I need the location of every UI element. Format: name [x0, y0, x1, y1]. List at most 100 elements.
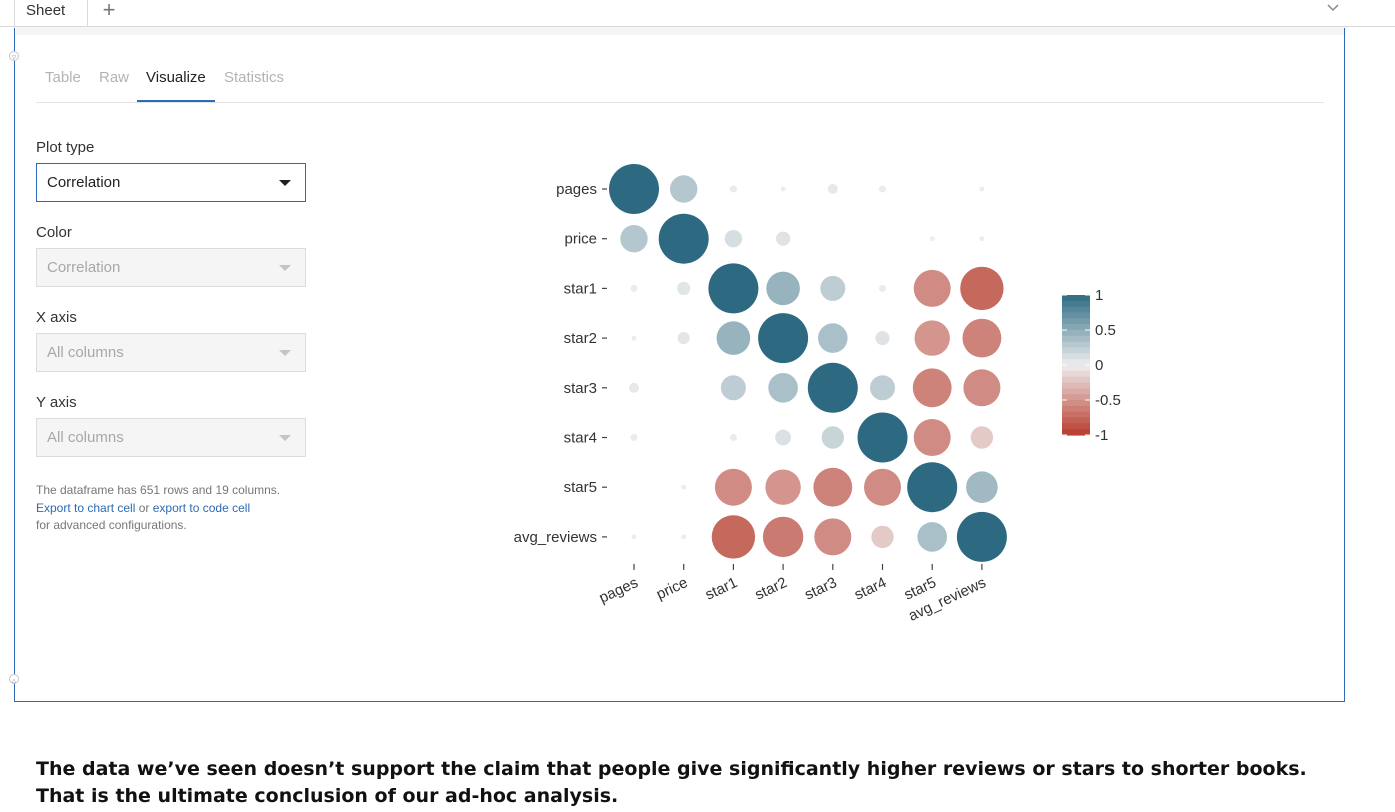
caret-down-icon	[279, 180, 291, 186]
legend-label: -0.5	[1095, 392, 1121, 409]
correlation-bubble	[620, 225, 648, 253]
legend-swatch	[1062, 394, 1090, 401]
legend-swatch	[1062, 347, 1090, 354]
correlation-bubble	[716, 321, 751, 355]
add-sheet-icon[interactable]: +	[102, 0, 116, 22]
correlation-bubble	[870, 375, 895, 401]
y-axis-select[interactable]: All columns	[36, 418, 306, 457]
correlation-bubble	[871, 525, 894, 549]
correlation-bubble	[776, 231, 791, 246]
chevron-down-icon[interactable]	[1326, 2, 1342, 16]
collapse-bottom-icon[interactable]: ▵	[9, 674, 19, 685]
y-tick-label: star1	[564, 280, 597, 297]
correlation-bubble	[970, 426, 994, 449]
conclusion-text: The data we’ve seen doesn’t support the …	[36, 758, 1307, 807]
dataframe-info: The dataframe has 651 rows and 19 column…	[36, 482, 326, 535]
correlation-bubble	[631, 335, 637, 341]
correlation-bubble	[979, 236, 985, 242]
legend-swatch	[1062, 388, 1090, 395]
correlation-bubble	[629, 382, 639, 393]
export-chart-link[interactable]: Export to chart cell	[36, 500, 136, 515]
y-tick-label: avg_reviews	[514, 529, 597, 546]
visualization-tabs: Table Raw Visualize Statistics	[36, 60, 1324, 103]
legend-label: -1	[1095, 427, 1108, 444]
correlation-bubble	[963, 369, 1001, 407]
correlation-bubble	[681, 484, 687, 490]
correlation-bubble	[766, 271, 800, 306]
plot-type-select[interactable]: Correlation	[36, 163, 306, 202]
x-axis-label: X axis	[36, 309, 77, 326]
correlation-bubble	[929, 236, 935, 242]
x-tick-label: star4	[852, 574, 889, 604]
legend-swatch	[1062, 295, 1090, 302]
correlation-bubble	[913, 419, 951, 456]
correlation-bubble	[631, 534, 637, 540]
legend-swatch	[1062, 312, 1090, 319]
correlation-bubble	[907, 462, 958, 513]
y-tick-label: star5	[564, 479, 597, 496]
plot-type-label: Plot type	[36, 139, 95, 156]
correlation-bubble	[960, 266, 1004, 311]
legend-swatch	[1062, 306, 1090, 314]
correlation-bubble	[821, 426, 844, 449]
legend-label: 1	[1095, 287, 1103, 304]
correlation-bubble	[914, 320, 950, 356]
legend-swatch	[1062, 341, 1090, 349]
legend-label: 0	[1095, 357, 1103, 374]
color-label: Color	[36, 224, 72, 241]
tab-raw[interactable]: Raw	[99, 69, 130, 86]
legend-swatch	[1062, 376, 1090, 384]
sheet-tab[interactable]: Sheet	[14, 0, 88, 26]
correlation-bubble	[724, 230, 743, 248]
correlation-bubble	[917, 522, 947, 552]
correlation-bubble	[814, 518, 852, 556]
correlation-bubble	[708, 263, 759, 314]
legend-label: 0.5	[1095, 322, 1116, 339]
correlation-bubble	[658, 213, 709, 264]
collapse-top-icon[interactable]: ▿	[9, 51, 19, 62]
legend-swatch	[1062, 382, 1090, 389]
legend-swatch	[1062, 330, 1090, 337]
y-tick-label: star2	[564, 330, 597, 347]
x-tick-label: pages	[596, 574, 640, 607]
correlation-bubble	[966, 471, 998, 504]
y-tick-label: price	[564, 231, 597, 248]
export-code-link[interactable]: export to code cell	[152, 500, 251, 515]
x-axis-select[interactable]: All columns	[36, 333, 306, 372]
advanced-config-text: for advanced configurations.	[36, 518, 187, 532]
correlation-bubble	[775, 429, 791, 446]
x-tick-label: star2	[752, 574, 789, 604]
tab-visualize[interactable]: Visualize	[137, 60, 215, 102]
legend-swatch	[1062, 405, 1090, 413]
caret-down-icon	[279, 350, 291, 356]
correlation-bubble	[762, 516, 804, 558]
correlation-bubble	[875, 331, 890, 346]
correlation-bubble	[962, 318, 1002, 358]
legend-swatch	[1062, 400, 1090, 407]
x-tick-label: star1	[703, 574, 740, 604]
x-tick-label: price	[654, 574, 691, 603]
x-tick-label: star3	[802, 574, 839, 604]
tab-statistics[interactable]: Statistics	[224, 69, 285, 86]
dataframe-size-text: The dataframe has 651 rows and 19 column…	[36, 483, 281, 497]
y-axis-value: All columns	[47, 429, 124, 446]
correlation-bubble	[711, 515, 756, 559]
legend-swatch	[1062, 324, 1090, 331]
correlation-bubble	[758, 313, 809, 364]
tab-table[interactable]: Table	[45, 69, 81, 86]
x-axis-value: All columns	[47, 344, 124, 361]
color-value: Correlation	[47, 259, 121, 276]
color-select[interactable]: Correlation	[36, 248, 306, 287]
legend-swatch	[1062, 411, 1090, 419]
plot-type-value: Correlation	[47, 174, 121, 191]
legend-swatch	[1062, 365, 1090, 372]
correlation-bubble	[768, 373, 798, 403]
y-tick-label: star4	[564, 430, 597, 447]
legend-swatch	[1062, 300, 1090, 308]
y-tick-label: pages	[556, 181, 597, 198]
y-tick-label: star3	[564, 380, 597, 397]
correlation-bubble	[677, 281, 691, 295]
correlation-bubble	[681, 534, 687, 540]
correlation-bubble	[818, 323, 848, 353]
correlation-bubble	[857, 412, 908, 463]
